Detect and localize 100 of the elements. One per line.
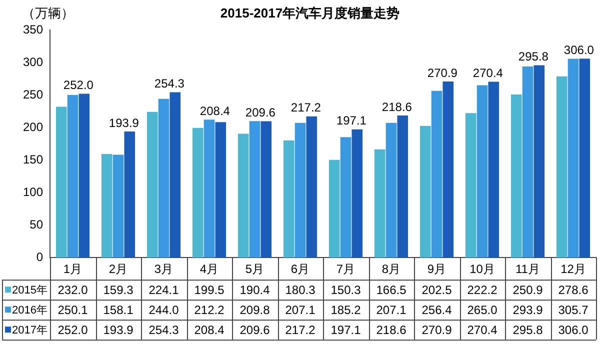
data-label: 252.0 [58,322,88,337]
data-label: 306.0 [558,322,589,337]
bar [374,149,386,258]
data-label: 207.1 [376,302,407,317]
y-tick-label: 200 [22,120,44,134]
bar [56,106,67,258]
bar [238,134,249,258]
data-label: 232.0 [58,282,88,297]
annotation: 197.1 [336,114,367,128]
y-tick-label: 250 [22,87,44,102]
x-tick-label: 6月 [290,262,310,276]
data-label: 254.3 [148,322,180,337]
data-label: 166.5 [376,282,407,297]
data-label: 190.4 [240,282,270,297]
bar [170,92,181,258]
bar [192,128,204,258]
data-label: 212.2 [194,302,225,317]
bar [249,121,260,258]
annotation: 217.2 [290,100,322,115]
annotation: 209.6 [245,105,276,120]
annotation: 252.0 [63,78,94,92]
x-tick-label: 10月 [470,262,495,276]
x-tick-label: 8月 [382,262,401,276]
x-tick-label: 3月 [154,262,174,276]
data-label: 180.3 [285,282,316,297]
legend-label: 2015年 [12,284,48,297]
data-label: 278.6 [558,282,589,297]
annotation: 254.3 [154,76,185,91]
legend-label: 2016年 [12,304,48,317]
x-tick-label: 2月 [108,262,128,276]
bar [488,82,500,258]
y-tick-label: 100 [22,184,44,199]
data-label: 199.5 [194,282,225,297]
chart-title: 2015-2017年汽车月度销量走势 [220,6,400,21]
data-label: 222.2 [467,282,498,297]
bar [386,122,397,258]
annotation: 193.9 [108,116,140,130]
data-label: 256.4 [422,302,452,317]
data-label: 224.1 [148,282,180,297]
data-label: 208.4 [194,322,225,337]
data-label: 217.2 [285,322,316,337]
bar [522,66,534,258]
data-label: 185.2 [330,302,362,317]
bar [328,160,340,258]
x-tick-label: 12月 [560,262,586,276]
data-label: 150.3 [330,282,362,297]
bar [124,132,136,258]
bar [352,129,363,258]
bar [534,65,545,258]
y-axis-title: （万辆） [22,6,74,21]
bar [260,121,272,258]
legend-label: 2017年 [12,324,48,337]
bar [283,140,294,258]
data-label: 159.3 [103,282,134,297]
x-tick-label: 5月 [245,262,264,276]
data-label: 158.1 [103,302,134,317]
bar [112,154,124,258]
data-label: 197.1 [330,322,362,337]
bar [510,94,522,258]
data-label: 293.9 [512,302,544,317]
y-tick-label: 300 [22,54,44,69]
data-label: 244.0 [148,302,180,317]
bar [215,122,226,258]
data-label: 209.8 [240,302,270,317]
data-label: 209.6 [240,322,270,337]
data-label: 295.8 [512,322,544,337]
x-tick-label: 4月 [200,262,219,276]
data-label: 193.9 [103,322,134,337]
bar [556,76,568,258]
annotation: 218.6 [382,100,412,114]
annotation: 295.8 [518,50,549,64]
y-tick-label: 350 [22,22,44,36]
data-label: 265.0 [467,302,498,317]
bar [476,85,488,258]
annotation: 208.4 [200,104,230,118]
x-tick-label: 7月 [336,262,356,276]
data-label: 202.5 [422,282,452,297]
data-label: 207.1 [285,302,316,317]
y-tick-label: 0 [36,250,44,264]
x-tick-label: 11月 [516,262,540,276]
bar [431,90,442,258]
bar [101,154,112,258]
x-tick-label: 1月 [63,262,82,276]
y-tick-label: 50 [30,217,44,232]
data-label: 270.4 [467,322,498,337]
bar [579,58,590,258]
bar [158,98,170,258]
data-label: 218.6 [376,322,407,337]
data-label: 305.7 [558,302,589,317]
bar [397,115,408,258]
bar [465,113,476,258]
bar [78,94,90,258]
annotation: 270.9 [427,66,458,80]
annotation: 270.4 [472,66,504,80]
y-tick-label: 150 [22,152,44,166]
bar [420,126,431,258]
data-label: 250.1 [58,302,88,317]
bar [306,116,318,258]
data-label: 270.9 [422,322,452,337]
bar [204,120,215,258]
